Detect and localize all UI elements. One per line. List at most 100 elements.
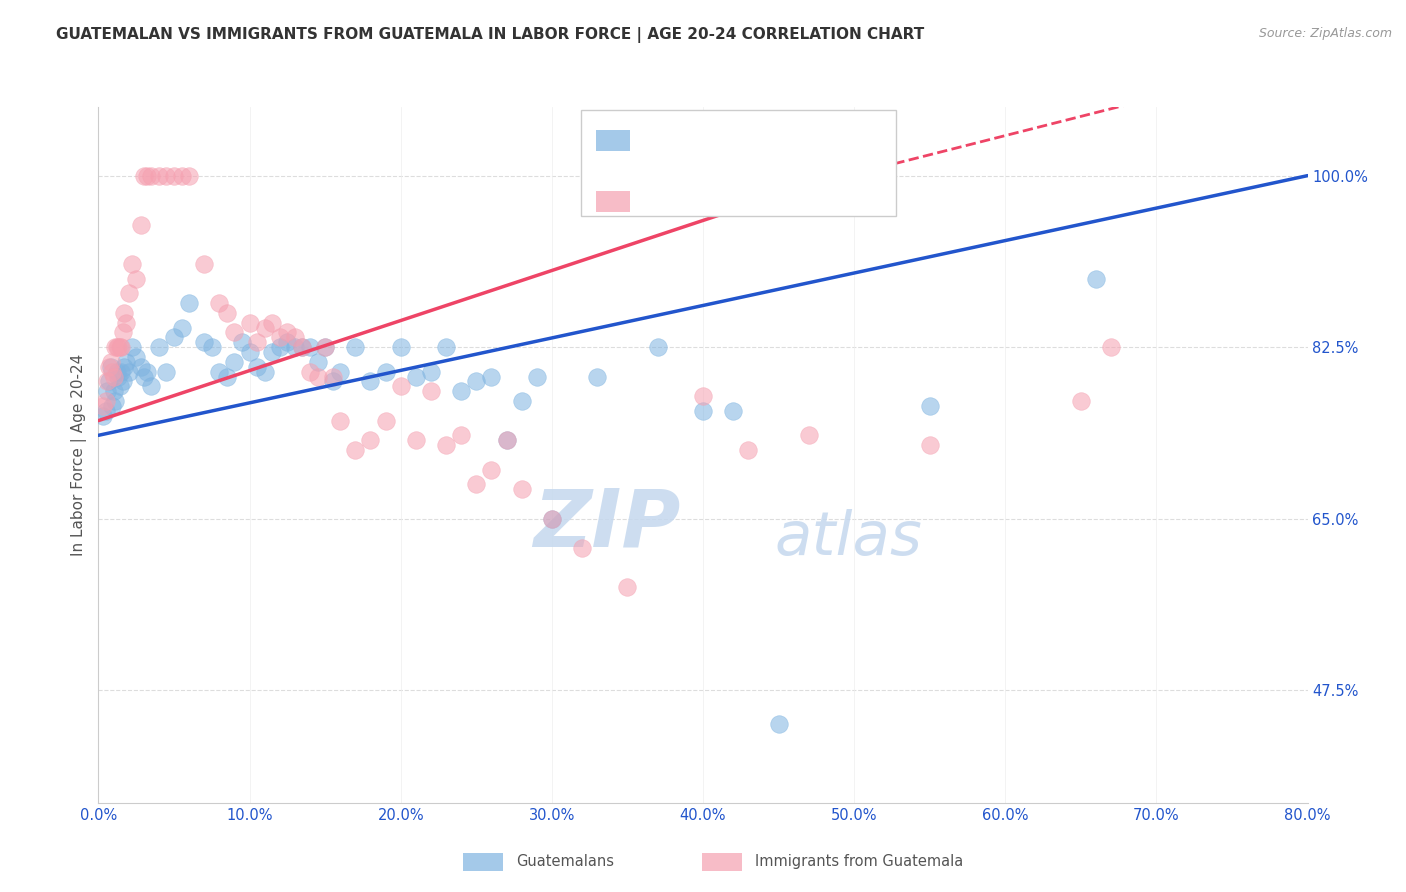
Point bbox=[111, 326, 134, 340]
Point bbox=[132, 369, 155, 384]
Point bbox=[163, 169, 186, 183]
Point bbox=[215, 369, 238, 384]
Point bbox=[322, 375, 344, 389]
Point bbox=[110, 340, 132, 354]
Point bbox=[510, 394, 533, 409]
Point bbox=[104, 340, 127, 354]
Point bbox=[103, 384, 125, 399]
Point bbox=[104, 394, 127, 409]
Point bbox=[100, 359, 122, 374]
Point bbox=[231, 335, 253, 350]
Point bbox=[170, 320, 193, 334]
Point bbox=[179, 296, 201, 310]
Text: Immigrants from Guatemala: Immigrants from Guatemala bbox=[755, 855, 963, 869]
Point bbox=[291, 340, 314, 354]
Text: ZIP: ZIP bbox=[533, 485, 681, 564]
Point bbox=[224, 355, 246, 369]
Point bbox=[541, 511, 564, 525]
Point bbox=[91, 399, 114, 413]
Point bbox=[1099, 340, 1122, 354]
Point bbox=[208, 365, 231, 379]
Point bbox=[405, 434, 427, 448]
Point bbox=[163, 330, 186, 344]
Point bbox=[114, 355, 136, 369]
Point bbox=[329, 365, 352, 379]
Point bbox=[135, 169, 157, 183]
Point bbox=[121, 340, 143, 354]
Point bbox=[374, 414, 396, 428]
Point bbox=[108, 340, 131, 354]
Point bbox=[284, 330, 307, 344]
Point bbox=[541, 511, 564, 525]
Point bbox=[246, 359, 269, 374]
Text: Guatemalans: Guatemalans bbox=[516, 855, 614, 869]
Point bbox=[510, 482, 533, 496]
Point bbox=[112, 306, 135, 320]
Point bbox=[193, 257, 215, 271]
Point bbox=[1085, 271, 1108, 285]
Point bbox=[155, 365, 177, 379]
Point bbox=[344, 443, 367, 458]
Point bbox=[450, 384, 472, 399]
Point bbox=[322, 369, 344, 384]
Point bbox=[125, 271, 148, 285]
Point bbox=[269, 330, 291, 344]
Point bbox=[526, 369, 548, 384]
Point bbox=[253, 365, 276, 379]
Point bbox=[276, 335, 298, 350]
Point bbox=[105, 365, 128, 379]
Point bbox=[111, 375, 134, 389]
Point bbox=[108, 379, 131, 393]
Point bbox=[141, 379, 163, 393]
Point bbox=[307, 369, 329, 384]
Point bbox=[360, 375, 382, 389]
Point bbox=[314, 340, 336, 354]
Point bbox=[135, 365, 157, 379]
Point bbox=[215, 306, 238, 320]
Point bbox=[616, 580, 638, 594]
Point bbox=[389, 379, 412, 393]
Point bbox=[405, 369, 427, 384]
Point bbox=[141, 169, 163, 183]
Point bbox=[768, 717, 790, 731]
Text: Source: ZipAtlas.com: Source: ZipAtlas.com bbox=[1258, 27, 1392, 40]
Point bbox=[495, 434, 517, 448]
Point bbox=[118, 286, 141, 301]
Text: GUATEMALAN VS IMMIGRANTS FROM GUATEMALA IN LABOR FORCE | AGE 20-24 CORRELATION C: GUATEMALAN VS IMMIGRANTS FROM GUATEMALA … bbox=[56, 27, 925, 43]
Point bbox=[918, 438, 941, 452]
Point bbox=[389, 340, 412, 354]
Point bbox=[918, 399, 941, 413]
Point bbox=[179, 169, 201, 183]
Point bbox=[246, 335, 269, 350]
Point bbox=[148, 169, 170, 183]
Point bbox=[465, 477, 488, 491]
Point bbox=[797, 428, 820, 442]
Point bbox=[114, 316, 136, 330]
Point bbox=[94, 394, 117, 409]
Point bbox=[450, 428, 472, 442]
Point bbox=[112, 359, 135, 374]
Point bbox=[299, 340, 322, 354]
Point bbox=[571, 541, 593, 555]
Point bbox=[420, 384, 443, 399]
Point bbox=[132, 169, 155, 183]
Point bbox=[291, 340, 314, 354]
Point bbox=[239, 345, 262, 359]
Point bbox=[107, 340, 129, 354]
Point bbox=[262, 345, 284, 359]
Point bbox=[344, 340, 367, 354]
Point bbox=[170, 169, 193, 183]
Point bbox=[118, 365, 141, 379]
Point bbox=[96, 375, 118, 389]
Point bbox=[193, 335, 215, 350]
Point bbox=[201, 340, 224, 354]
Point bbox=[121, 257, 143, 271]
Point bbox=[125, 350, 148, 364]
Point bbox=[253, 320, 276, 334]
Point bbox=[239, 316, 262, 330]
Point bbox=[495, 434, 517, 448]
Text: R = 0.396   N = 67: R = 0.396 N = 67 bbox=[637, 132, 815, 150]
Point bbox=[692, 389, 714, 403]
Point bbox=[129, 218, 152, 232]
Point bbox=[105, 340, 128, 354]
